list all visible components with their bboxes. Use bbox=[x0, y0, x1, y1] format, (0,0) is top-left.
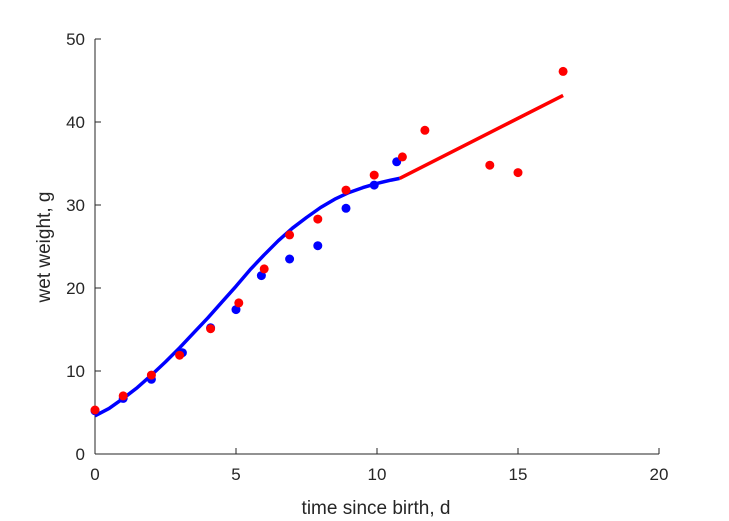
data-point bbox=[146, 370, 156, 380]
data-point bbox=[234, 298, 244, 308]
y-tick-label: 40 bbox=[66, 113, 85, 132]
data-point bbox=[513, 168, 523, 178]
y-tick-label: 0 bbox=[76, 445, 85, 464]
data-point bbox=[313, 241, 323, 251]
data-point bbox=[206, 324, 216, 334]
data-point bbox=[175, 350, 185, 360]
data-point bbox=[285, 254, 295, 264]
y-tick-label: 10 bbox=[66, 362, 85, 381]
x-tick-label: 15 bbox=[509, 465, 528, 484]
y-tick-label: 30 bbox=[66, 196, 85, 215]
y-axis-label: wet weight, g bbox=[34, 192, 55, 304]
y-tick-label: 50 bbox=[66, 30, 85, 49]
data-point bbox=[485, 160, 495, 170]
data-point bbox=[369, 180, 379, 190]
data-point bbox=[397, 152, 407, 162]
data-point bbox=[118, 391, 128, 401]
data-point bbox=[341, 185, 351, 195]
fit-line bbox=[94, 176, 400, 418]
x-tick-label: 20 bbox=[650, 465, 669, 484]
data-point bbox=[313, 214, 323, 224]
axes: 0 5 10 15 20 0 10 20 30 40 50 bbox=[66, 30, 668, 484]
x-tick-label: 5 bbox=[231, 465, 240, 484]
data-point bbox=[90, 405, 100, 415]
data-points bbox=[90, 66, 568, 416]
data-point bbox=[558, 66, 568, 76]
data-point bbox=[420, 125, 430, 135]
y-tick-label: 20 bbox=[66, 279, 85, 298]
data-point bbox=[285, 230, 295, 240]
data-point bbox=[369, 170, 379, 180]
data-point bbox=[341, 203, 351, 213]
x-axis-label: time since birth, d bbox=[302, 498, 451, 519]
data-point bbox=[259, 264, 269, 274]
fit-lines bbox=[94, 93, 564, 418]
x-tick-label: 0 bbox=[90, 465, 99, 484]
x-tick-label: 10 bbox=[368, 465, 387, 484]
fit-line bbox=[398, 93, 564, 180]
